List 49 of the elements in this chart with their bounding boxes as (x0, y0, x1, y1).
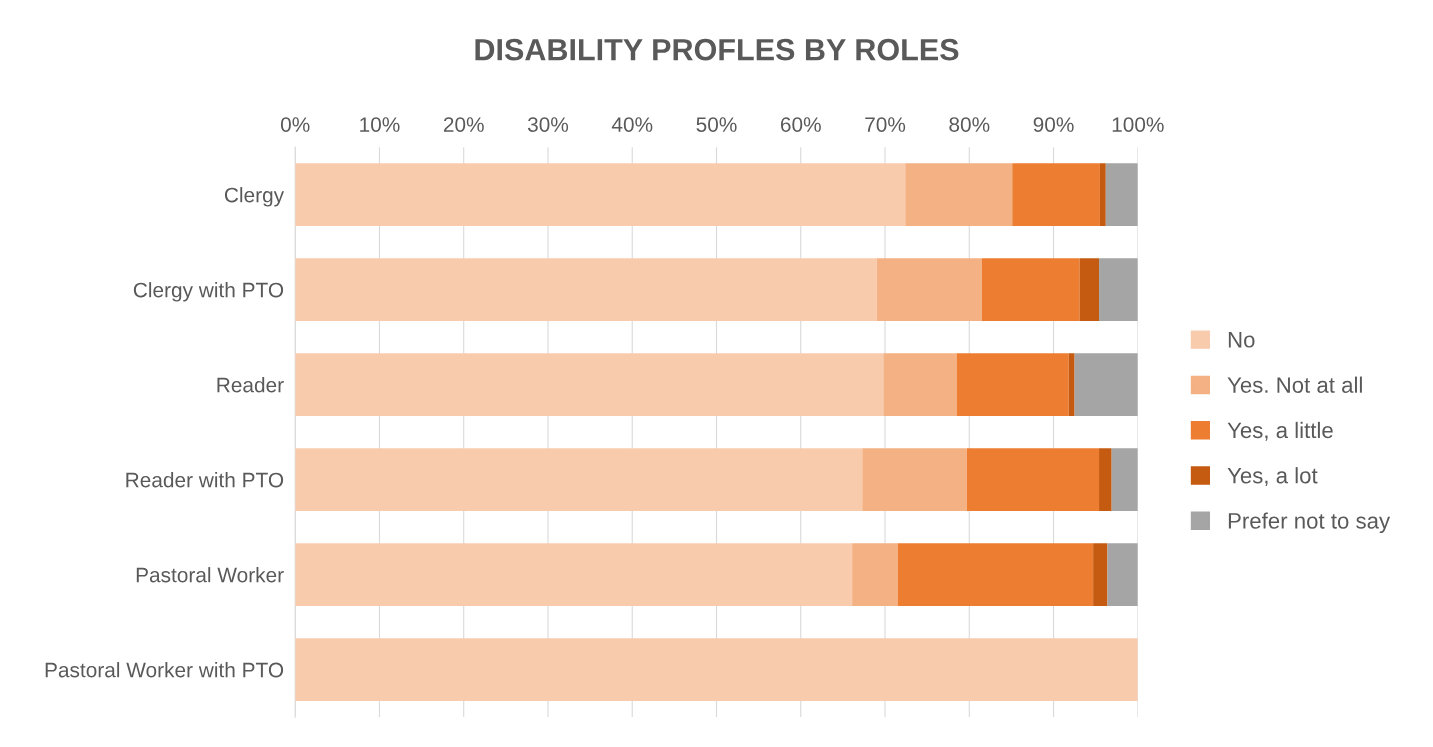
y-tick-label: Clergy with PTO (133, 282, 284, 302)
x-tick-label: 30% (527, 117, 569, 132)
bar (876, 258, 982, 321)
bar (295, 258, 877, 321)
bar (897, 543, 1094, 606)
legend-label: Yes, a lot (1227, 467, 1318, 487)
bar (956, 353, 1069, 416)
bar (1099, 163, 1106, 226)
bar (295, 353, 884, 416)
y-tick-label: Pastoral Worker with PTO (45, 662, 284, 678)
bar (1012, 163, 1100, 226)
x-tick-label: 50% (696, 117, 737, 132)
legend-label: Prefer not to say (1228, 512, 1391, 534)
bar (295, 543, 853, 606)
bar (1079, 258, 1100, 321)
bar (1099, 448, 1112, 511)
x-tick-label: 60% (780, 117, 821, 132)
bar (1099, 258, 1138, 321)
bar (1068, 353, 1075, 416)
bar (1074, 353, 1138, 416)
x-tick-label: 0% (280, 117, 310, 132)
x-tick-label: 70% (865, 117, 906, 132)
x-tick-label: 40% (611, 117, 653, 132)
x-tick-label: 100% (1112, 117, 1164, 132)
y-tick-label: Clergy (224, 187, 285, 207)
legend-label: Yes. Not at all (1227, 376, 1362, 393)
bar (852, 543, 898, 606)
bar (295, 163, 906, 226)
y-tick-label: Reader (217, 377, 284, 393)
bar (862, 448, 967, 511)
bar (905, 163, 1013, 226)
bar (295, 448, 863, 511)
bar (1093, 543, 1108, 606)
x-tick-label: 10% (360, 117, 400, 132)
legend-label: No (1228, 332, 1255, 348)
bar (1105, 163, 1138, 226)
bar (966, 448, 1100, 511)
bar (883, 353, 957, 416)
bar (981, 258, 1080, 321)
y-tick-label: Pastoral Worker (136, 567, 284, 583)
bar (295, 638, 1138, 701)
bar (1107, 543, 1138, 606)
x-tick-label: 90% (1033, 117, 1074, 132)
chart-title: DISABILITY PROFLES BY ROLES (475, 38, 959, 61)
bar (1111, 448, 1138, 511)
x-tick-label: 80% (949, 117, 990, 132)
x-tick-label: 20% (443, 117, 484, 132)
legend-label: Yes, a little (1227, 421, 1333, 441)
y-tick-label: Reader with PTO (126, 472, 284, 488)
